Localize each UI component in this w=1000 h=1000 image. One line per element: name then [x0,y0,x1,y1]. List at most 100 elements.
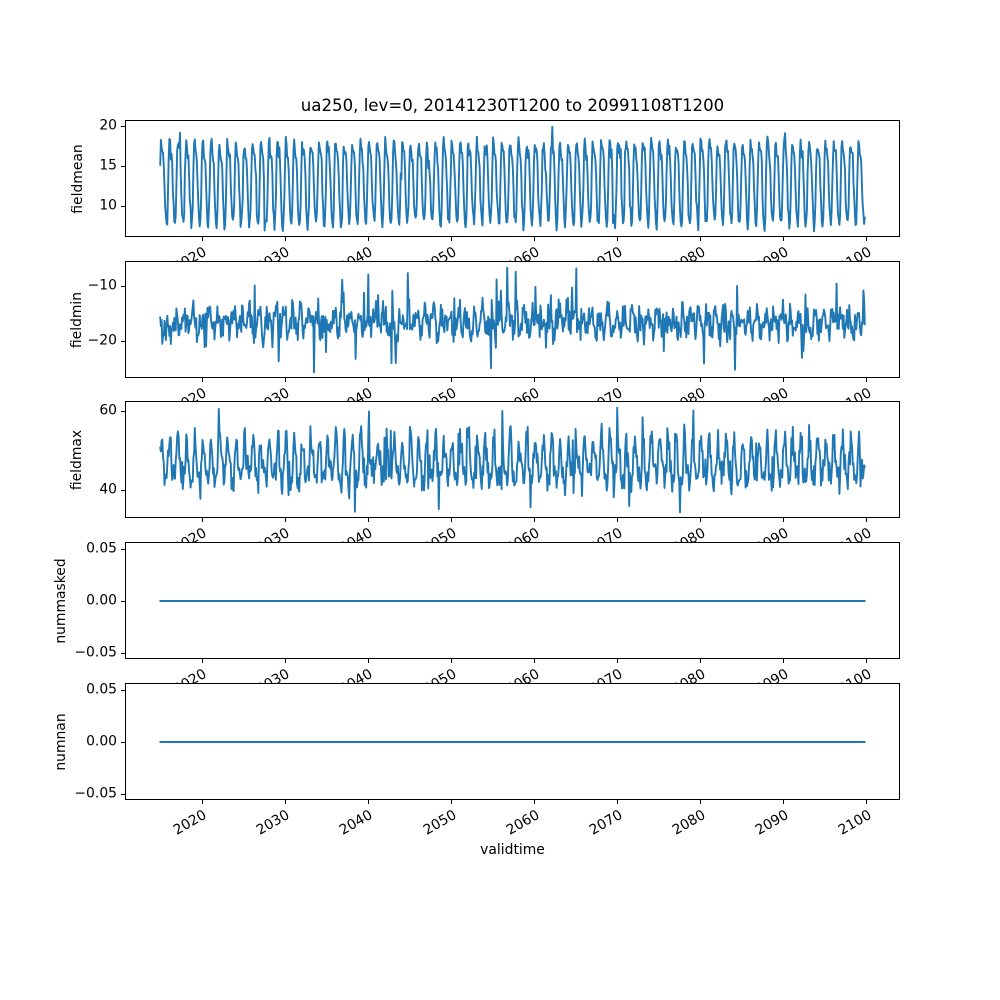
subplot-fieldmean-axes [125,120,900,237]
x-tick-mark [284,237,286,241]
y-tick-mark [121,653,125,655]
x-tick-mark [699,237,701,241]
x-tick-mark [284,518,286,522]
x-tick-mark [699,800,701,804]
x-tick-mark [201,800,203,804]
x-tick-mark [367,800,369,804]
y-tick-mark [121,165,125,167]
x-tick-mark [450,237,452,241]
x-tick-mark [783,378,784,382]
y-tick-mark [121,340,125,342]
x-tick-mark [450,800,452,804]
x-tick-mark [533,237,535,241]
fieldmean-y-tick-label: 10 [99,197,117,214]
x-tick-mark [866,378,867,382]
numnan-y-tick-label: 0.00 [86,733,117,750]
x-tick-mark [284,378,286,382]
x-tick-mark [367,378,369,382]
x-tick-mark [616,378,618,382]
x-tick-mark [533,800,535,804]
x-tick-mark [699,659,701,663]
numnan-y-tick-label: −0.05 [74,785,117,802]
nummasked-y-tick-label: 0.00 [86,592,117,609]
y-tick-mark [121,548,125,550]
x-tick-mark [616,659,618,663]
x-tick-mark [367,659,369,663]
subplot-fieldmax-axes [125,401,900,518]
fieldmin-y-tick-label: −20 [87,332,117,349]
fieldmean-y-tick-label: 20 [99,117,117,134]
x-tick-mark [783,518,784,522]
x-tick-label: 2080 [669,807,708,839]
x-tick-label: 2060 [503,807,542,839]
y-tick-mark [121,205,125,207]
subplot-fieldmin-axes [125,261,900,378]
x-tick-mark [450,659,452,663]
y-tick-mark [121,689,125,691]
fieldmin-ylabel: fieldmin [69,291,85,348]
x-tick-mark [866,659,867,663]
y-tick-mark [121,794,125,796]
fieldmax-series [159,406,866,514]
x-tick-mark [783,659,784,663]
x-tick-label: 2030 [254,807,293,839]
numnan-ylabel: numnan [53,712,69,771]
x-tick-mark [367,518,369,522]
x-tick-mark [201,518,203,522]
nummasked-y-tick-label: −0.05 [74,644,117,661]
figure-title: ua250, lev=0, 20141230T1200 to 20991108T… [300,96,725,115]
x-tick-mark [450,378,452,382]
x-tick-mark [866,518,867,522]
y-tick-mark [121,742,125,743]
x-tick-label: 2040 [337,807,376,839]
nummasked-line-plot [159,600,866,602]
subplot-numnan-axes [125,683,900,800]
x-tick-mark [866,800,867,804]
x-tick-mark [616,800,618,804]
x-tick-label: 2020 [171,807,210,839]
x-tick-mark [533,378,535,382]
fieldmax-ylabel: fieldmax [69,429,85,490]
x-tick-mark [616,237,618,241]
y-tick-mark [121,410,125,412]
fieldmin-y-tick-label: −10 [87,277,117,294]
fieldmean-series [159,125,866,233]
x-tick-mark [201,378,203,382]
x-tick-mark [783,800,784,804]
numnan-y-tick-label: 0.05 [86,681,117,698]
x-tick-mark [866,237,867,241]
x-tick-mark [699,378,701,382]
fieldmax-y-tick-label: 60 [99,402,117,419]
x-tick-mark [699,518,701,522]
fieldmax-line-plot [159,406,866,514]
x-tick-mark [450,518,452,522]
x-tick-mark [284,659,286,663]
y-tick-mark [121,490,125,492]
x-tick-mark [533,659,535,663]
x-tick-mark [783,237,784,241]
x-axis-label: validtime [480,842,545,858]
x-tick-mark [201,237,203,241]
x-tick-label: 2090 [752,807,791,839]
fieldmean-ylabel: fieldmean [70,143,86,214]
fieldmin-line-plot [159,266,866,374]
y-tick-mark [121,601,125,602]
x-tick-label: 2100 [835,807,874,839]
y-tick-mark [121,125,125,127]
numnan-line-plot [159,741,866,743]
x-tick-mark [533,518,535,522]
subplot-nummasked-axes [125,542,900,659]
fieldmean-y-tick-label: 15 [99,157,117,174]
y-tick-mark [121,286,125,288]
fieldmax-y-tick-label: 40 [99,481,117,498]
nummasked-ylabel: nummasked [53,557,69,644]
x-tick-label: 2050 [420,807,459,839]
x-tick-mark [367,237,369,241]
nummasked-y-tick-label: 0.05 [86,540,117,557]
x-tick-mark [284,800,286,804]
x-tick-mark [201,659,203,663]
x-tick-mark [616,518,618,522]
fieldmin-series [159,266,866,374]
x-tick-label: 2070 [586,807,625,839]
